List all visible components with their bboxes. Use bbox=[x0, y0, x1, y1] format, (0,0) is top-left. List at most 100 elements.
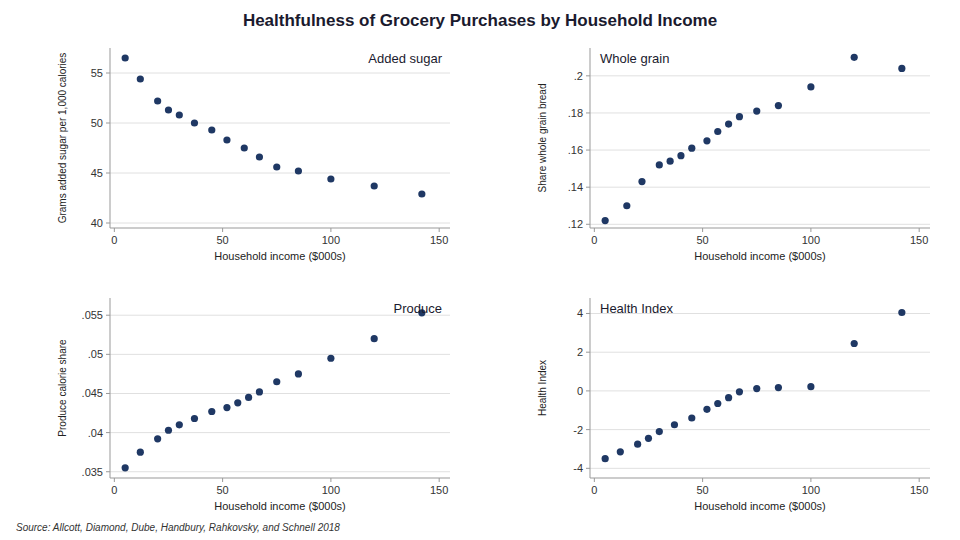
tick-label: 0 bbox=[591, 234, 597, 246]
tick-mark bbox=[586, 429, 590, 430]
point bbox=[898, 309, 905, 316]
tick-label: -4 bbox=[573, 462, 583, 474]
axis-label: Produce calorie share bbox=[57, 339, 68, 437]
point bbox=[273, 378, 280, 385]
point bbox=[371, 335, 378, 342]
tick-mark bbox=[586, 150, 590, 151]
panel-title: Health Index bbox=[600, 301, 673, 316]
point bbox=[736, 113, 743, 120]
point bbox=[656, 428, 663, 435]
tick-mark bbox=[594, 228, 595, 232]
tick-label: 40 bbox=[91, 217, 103, 229]
point bbox=[327, 175, 334, 182]
point bbox=[753, 107, 760, 114]
tick-label: 4 bbox=[577, 307, 583, 319]
tick-label: 2 bbox=[577, 346, 583, 358]
grid-line bbox=[110, 354, 450, 355]
tick-mark bbox=[330, 228, 331, 232]
point bbox=[137, 449, 144, 456]
tick-mark bbox=[919, 478, 920, 482]
source: Source: Allcott, Diamond, Dube, Handbury… bbox=[16, 522, 340, 533]
point bbox=[137, 75, 144, 82]
tick-label: -2 bbox=[573, 424, 583, 436]
point bbox=[223, 404, 230, 411]
chart: Healthfulness of Grocery Purchases by Ho… bbox=[0, 0, 960, 540]
tick-label: 100 bbox=[802, 234, 820, 246]
point bbox=[418, 190, 425, 197]
tick-mark bbox=[106, 393, 110, 394]
point bbox=[617, 448, 624, 455]
axis-label: Household income ($000s) bbox=[214, 500, 345, 512]
tick-mark bbox=[586, 352, 590, 353]
axis-label: Household income ($000s) bbox=[214, 250, 345, 262]
point bbox=[753, 385, 760, 392]
tick-label: .12 bbox=[568, 218, 583, 230]
tick-mark bbox=[330, 478, 331, 482]
tick-label: .14 bbox=[568, 181, 583, 193]
tick-mark bbox=[222, 478, 223, 482]
tick-label: 50 bbox=[696, 234, 708, 246]
point bbox=[176, 421, 183, 428]
tick-label: 0 bbox=[591, 484, 597, 496]
tick-label: 50 bbox=[216, 484, 228, 496]
tick-mark bbox=[586, 112, 590, 113]
point bbox=[245, 394, 252, 401]
tick-mark bbox=[586, 224, 590, 225]
point bbox=[671, 421, 678, 428]
point bbox=[725, 394, 732, 401]
panel-title: Added sugar bbox=[368, 51, 442, 66]
tick-mark bbox=[106, 173, 110, 174]
tick-label: .055 bbox=[82, 309, 103, 321]
tick-label: 50 bbox=[696, 484, 708, 496]
axis-line bbox=[110, 228, 450, 229]
axis-line bbox=[590, 478, 930, 479]
point bbox=[165, 106, 172, 113]
axis-line bbox=[590, 228, 930, 229]
point bbox=[122, 54, 129, 61]
points bbox=[122, 309, 426, 471]
grid-line bbox=[110, 432, 450, 433]
grid-line bbox=[110, 223, 450, 224]
point bbox=[176, 111, 183, 118]
tick-label: .045 bbox=[82, 387, 103, 399]
grid-line bbox=[110, 123, 450, 124]
point bbox=[775, 384, 782, 391]
point bbox=[234, 399, 241, 406]
tick-label: 0 bbox=[577, 385, 583, 397]
point bbox=[122, 464, 129, 471]
axis-line bbox=[110, 478, 450, 479]
panel: .12.14.16.18.2050100150Whole grainHouseh… bbox=[537, 48, 930, 262]
axis-line bbox=[110, 48, 111, 228]
tick-mark bbox=[919, 228, 920, 232]
point bbox=[714, 400, 721, 407]
point bbox=[688, 145, 695, 152]
point bbox=[807, 83, 814, 90]
tick-mark bbox=[106, 223, 110, 224]
tick-mark bbox=[114, 478, 115, 482]
tick-mark bbox=[586, 187, 590, 188]
tick-mark bbox=[702, 228, 703, 232]
panel-title: Produce bbox=[394, 301, 442, 316]
tick-label: 150 bbox=[910, 234, 928, 246]
point bbox=[165, 427, 172, 434]
tick-label: .16 bbox=[568, 144, 583, 156]
tick-mark bbox=[106, 315, 110, 316]
grid-line bbox=[110, 173, 450, 174]
point bbox=[703, 137, 710, 144]
point bbox=[623, 202, 630, 209]
grid-line bbox=[110, 393, 450, 394]
tick-label: .18 bbox=[568, 107, 583, 119]
grid-line bbox=[590, 429, 930, 430]
axis-line bbox=[590, 48, 591, 228]
point bbox=[223, 136, 230, 143]
point bbox=[656, 161, 663, 168]
grid-line bbox=[110, 471, 450, 472]
tick-label: 50 bbox=[91, 117, 103, 129]
tick-label: 0 bbox=[111, 484, 117, 496]
axis-line bbox=[110, 298, 111, 478]
point bbox=[688, 414, 695, 421]
tick-mark bbox=[586, 468, 590, 469]
axis-label: Household income ($000s) bbox=[694, 250, 825, 262]
point bbox=[634, 441, 641, 448]
point bbox=[191, 119, 198, 126]
